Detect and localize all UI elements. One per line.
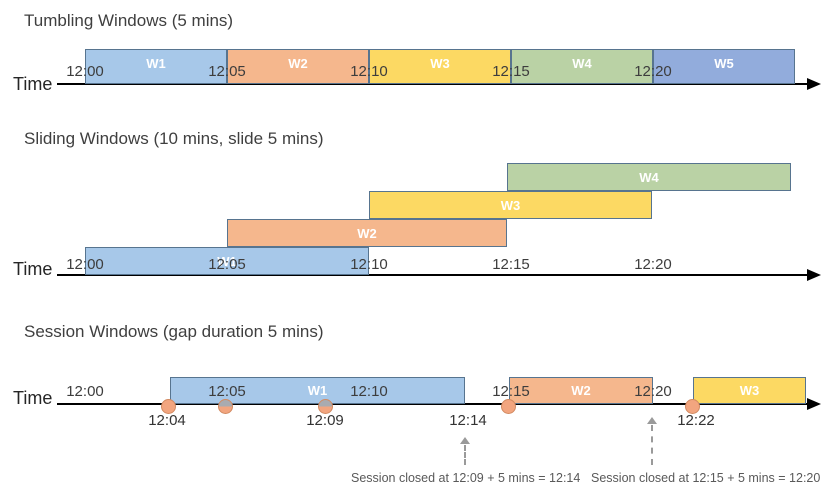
session-close-arrow-1-line <box>464 445 466 465</box>
event-dot-1206 <box>218 399 233 414</box>
session-tick-1205: 12:05 <box>208 383 246 400</box>
session-window-w3-label: W3 <box>739 383 760 398</box>
sliding-tick-1200: 12:00 <box>66 256 104 273</box>
tumbling-tick-1215: 12:15 <box>492 63 530 80</box>
sliding-window-w2: W2 <box>227 219 507 247</box>
session-window-w2-label: W2 <box>571 383 591 398</box>
sliding-axis-arrowhead-icon <box>807 269 821 281</box>
session-tick-1200: 12:00 <box>66 383 104 400</box>
tumbling-title: Tumbling Windows (5 mins) <box>24 11 234 30</box>
tumbling-window-w4: W4 <box>511 49 653 84</box>
session-tick-1220: 12:20 <box>634 383 672 400</box>
sliding-window-w2-label: W2 <box>357 225 377 241</box>
session-annotation-1: Session closed at 12:09 + 5 mins = 12:14 <box>351 471 581 485</box>
sliding-window-w1-label: W1 <box>217 253 237 269</box>
tumbling-timeline-axis <box>57 83 809 85</box>
event-dot-1209 <box>318 399 333 414</box>
tumbling-window-w3: W3 <box>369 49 511 84</box>
session-annotation-2: Session closed at 12:15 + 5 mins = 12:20 <box>591 471 821 485</box>
event-dot-1215 <box>501 399 516 414</box>
sliding-window-w3: W3 <box>369 191 652 219</box>
event-label-1214: 12:14 <box>449 412 487 429</box>
sliding-window-w4: W4 <box>507 163 791 191</box>
sliding-window-w1: W1 <box>85 247 369 275</box>
session-close-arrow-2-line <box>651 425 653 465</box>
tumbling-window-w2: W2 <box>227 49 369 84</box>
tumbling-time-label: Time <box>13 74 53 94</box>
tumbling-window-w4-label: W4 <box>572 56 592 71</box>
tumbling-tick-1210: 12:10 <box>350 63 388 80</box>
session-window-w2: W2 <box>509 377 653 404</box>
session-time-label: Time <box>13 388 53 408</box>
sliding-timeline-axis <box>57 274 809 276</box>
session-window-w1-label: W1 <box>307 383 328 398</box>
event-label-1209: 12:09 <box>306 412 344 429</box>
sliding-tick-1215: 12:15 <box>492 256 530 273</box>
session-close-arrow-1-head-icon <box>460 437 470 444</box>
event-dot-1204 <box>161 399 176 414</box>
sliding-tick-1205: 12:05 <box>208 256 246 273</box>
sliding-tick-1210: 12:10 <box>350 256 388 273</box>
session-window-w1: W1 <box>170 377 465 404</box>
tumbling-axis-arrowhead-icon <box>807 78 821 90</box>
tumbling-tick-1205: 12:05 <box>208 63 246 80</box>
tumbling-window-w5-label: W5 <box>714 56 734 71</box>
sliding-window-w4-label: W4 <box>639 169 659 185</box>
tumbling-tick-1220: 12:20 <box>634 63 672 80</box>
event-label-1204: 12:04 <box>148 412 186 429</box>
event-label-1222: 12:22 <box>677 412 715 429</box>
tumbling-window-w5: W5 <box>653 49 795 84</box>
session-window-w3: W3 <box>693 377 806 404</box>
session-tick-1210: 12:10 <box>350 383 388 400</box>
sliding-title: Sliding Windows (10 mins, slide 5 mins) <box>24 129 324 148</box>
session-title: Session Windows (gap duration 5 mins) <box>24 322 324 341</box>
tumbling-tick-1200: 12:00 <box>66 63 104 80</box>
session-tick-1215: 12:15 <box>492 383 530 400</box>
session-close-arrow-2-head-icon <box>647 417 657 424</box>
tumbling-window-w2-label: W2 <box>288 56 308 71</box>
tumbling-window-w3-label: W3 <box>430 56 450 71</box>
sliding-time-label: Time <box>13 259 53 279</box>
session-axis-arrowhead-icon <box>807 398 821 410</box>
event-dot-1222 <box>685 399 700 414</box>
tumbling-window-w1-label: W1 <box>146 56 166 71</box>
sliding-tick-1220: 12:20 <box>634 256 672 273</box>
session-timeline-axis <box>57 403 809 405</box>
tumbling-window-w1: W1 <box>85 49 227 84</box>
sliding-window-w3-label: W3 <box>500 197 521 213</box>
